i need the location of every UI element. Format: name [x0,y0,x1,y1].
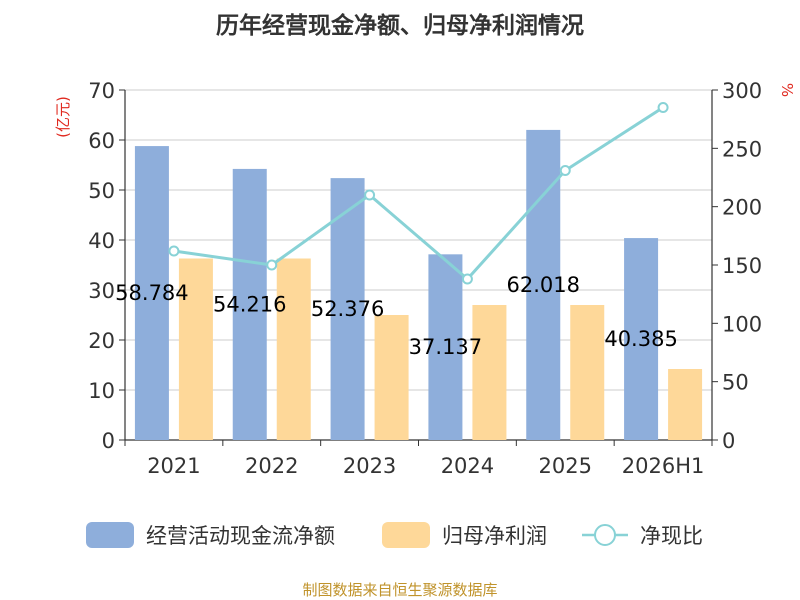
ratio-line [168,102,669,285]
left-tick-label: 40 [88,229,115,253]
left-tick-label: 20 [88,329,115,353]
grid [125,89,712,391]
bar-net-profit [374,315,409,440]
ratio-line-path [173,106,664,282]
legend-label-net-profit: 归母净利润 [442,524,547,548]
bar-cashflow [330,178,365,440]
legend-label-ratio: 净现比 [640,524,703,548]
axes: 0 10 20 30 40 50 60 70 0 50 100 150 200 250 300 2021 202… [88,79,762,478]
x-tick-label: 2026H1 [622,454,705,478]
ratio-point [657,102,669,113]
left-tick-label: 10 [88,379,115,403]
bar-value-label: 37.137 [409,335,482,359]
x-tick-label: 2021 [147,454,200,478]
ratio-point [461,273,473,285]
bar-cashflow [428,254,463,440]
left-tick-label: 60 [88,129,115,153]
right-tick-label: 100 [722,312,762,336]
bar-net-profit [276,258,311,440]
ratio-point [559,165,571,176]
left-tick-label: 70 [88,79,115,103]
right-tick-label: 150 [722,254,762,278]
ratio-point [168,245,180,257]
right-tick-label: 50 [722,371,749,395]
right-tick-label: 250 [722,137,762,161]
left-tick-label: 30 [88,279,115,303]
left-tick-label: 0 [102,429,115,453]
data-labels: 58.784 54.216 52.376 37.137 62.018 40.385 [115,273,678,359]
bar-value-label: 52.376 [311,297,384,321]
bars [134,129,703,441]
left-tick-label: 50 [88,179,115,203]
bar-value-label: 62.018 [507,273,580,297]
ratio-point [364,189,376,201]
bar-value-label: 58.784 [115,281,188,305]
x-tick-label: 2022 [245,454,298,478]
ratio-point [266,259,278,271]
bar-cashflow [624,238,659,440]
bar-cashflow [232,168,267,441]
legend-swatch-cashflow [86,522,134,548]
legend: 经营活动现金流净额 归母净利润 净现比 [86,522,703,548]
source-note: 制图数据来自恒生聚源数据库 [302,581,497,599]
bar-net-profit [178,258,213,440]
legend-marker-ratio [594,524,616,546]
x-tick-label: 2024 [441,454,494,478]
bar-net-profit [668,369,703,440]
x-tick-label: 2023 [343,454,396,478]
right-tick-label: 300 [722,79,762,103]
right-tick-label: 200 [722,196,762,220]
right-axis-title: % [778,83,796,97]
chart-title: 历年经营现金净额、归母净利润情况 [216,12,584,39]
legend-label-cashflow: 经营活动现金流净额 [146,524,335,548]
bar-cashflow [134,146,169,440]
left-axis-title: (亿元) [54,96,72,138]
x-tick-label: 2025 [539,454,592,478]
right-tick-label: 0 [722,429,735,453]
legend-swatch-net-profit [382,522,430,548]
bar-value-label: 40.385 [604,327,677,351]
bar-value-label: 54.216 [213,292,286,316]
bar-net-profit [570,305,605,440]
bar-net-profit [472,305,507,440]
